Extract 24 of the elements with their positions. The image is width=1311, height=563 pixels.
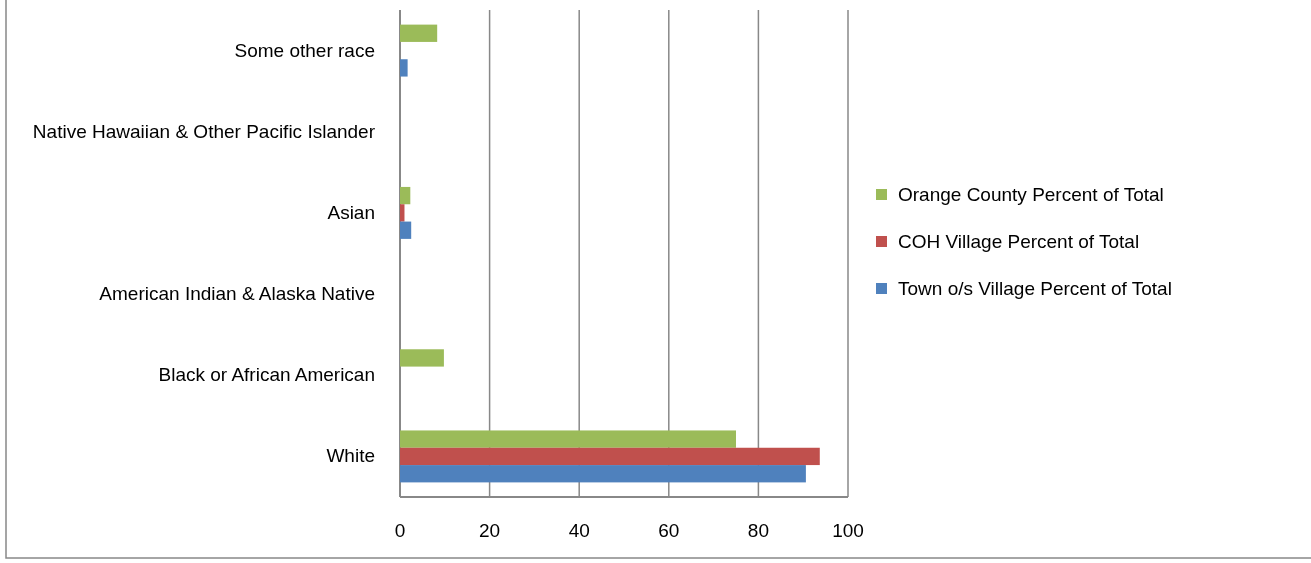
x-tick-label: 0 <box>394 520 406 541</box>
y-tick-label: White <box>326 445 375 467</box>
x-tick-label: 80 <box>747 520 769 541</box>
bar <box>400 186 411 205</box>
bar <box>400 430 736 448</box>
legend-label: COH Village Percent of Total <box>898 231 1140 252</box>
bar <box>400 221 412 239</box>
y-tick-label: Asian <box>327 201 375 223</box>
bar <box>400 204 405 222</box>
legend-label: Orange County Percent of Total <box>898 184 1164 205</box>
bar <box>400 59 408 77</box>
y-tick-label: Native Hawaiian & Other Pacific Islander <box>32 120 376 142</box>
bar <box>400 465 806 483</box>
y-tick-label: Black or African American <box>158 364 375 386</box>
x-tick-label: 40 <box>568 520 590 541</box>
bar <box>400 447 820 466</box>
bar <box>400 349 444 367</box>
legend-label: Town o/s Village Percent of Total <box>898 278 1172 299</box>
y-tick-label: American Indian & Alaska Native <box>99 283 375 305</box>
x-tick-label: 100 <box>832 520 864 541</box>
bar <box>400 24 438 42</box>
y-tick-label: Some other race <box>234 39 375 61</box>
x-tick-label: 60 <box>658 520 680 541</box>
x-tick-label: 20 <box>479 520 501 541</box>
